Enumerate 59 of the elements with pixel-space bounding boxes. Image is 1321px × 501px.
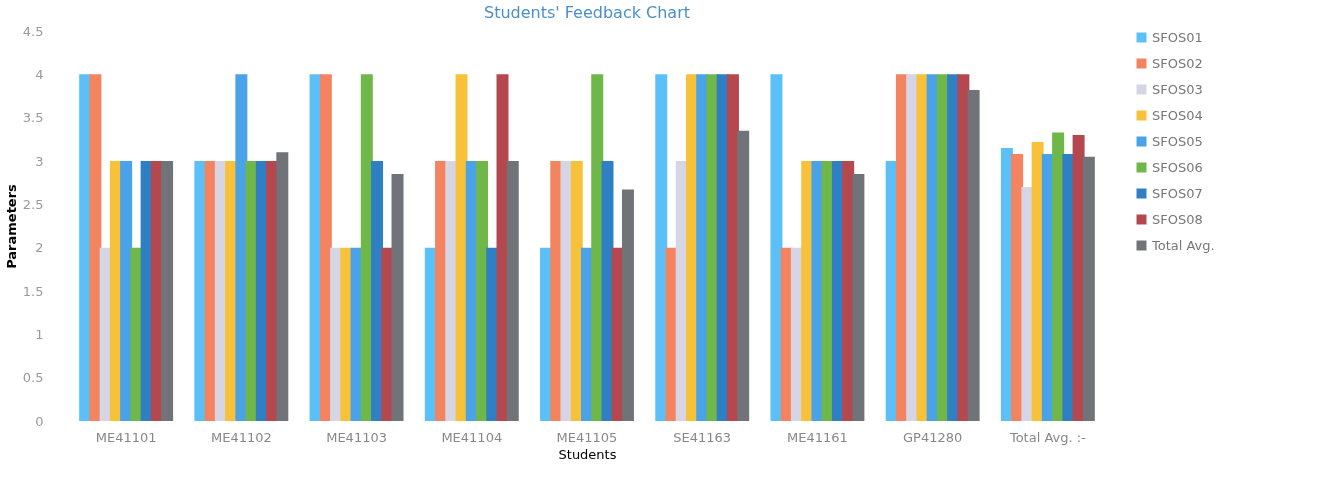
legend-label: SFOS01 [1152, 29, 1203, 45]
x-tick-label: Total Avg. :- [1008, 429, 1087, 445]
bar [1082, 156, 1095, 421]
y-tick-label: 3 [35, 153, 44, 169]
x-tick-label: ME41104 [441, 429, 503, 445]
bar [967, 89, 980, 421]
bar [391, 174, 404, 421]
x-tick-label: ME41105 [556, 429, 618, 445]
x-tick-label: SE41163 [673, 429, 732, 445]
legend-label: SFOS06 [1152, 159, 1203, 175]
bar [706, 74, 719, 421]
bar [621, 189, 634, 421]
bar [194, 161, 207, 421]
y-tick-label: 2.5 [22, 196, 44, 212]
chart-title: Students' Feedback Chart [483, 3, 691, 22]
bar [916, 74, 929, 421]
bar [130, 247, 143, 421]
legend-label: SFOS02 [1152, 55, 1203, 71]
y-tick-label: 1.5 [22, 283, 44, 299]
x-tick-label: GP41280 [903, 429, 963, 445]
y-tick-label: 0 [35, 413, 44, 429]
x-axis-title: Students [558, 446, 617, 462]
bar [319, 74, 332, 421]
legend-label: Total Avg. [1151, 237, 1215, 253]
bar [506, 161, 519, 421]
bar [381, 247, 394, 421]
bar [601, 161, 614, 421]
x-tick-label: ME41161 [787, 429, 848, 445]
y-tick-label: 4.5 [22, 23, 44, 39]
legend-label: SFOS08 [1152, 211, 1203, 227]
bar [852, 174, 865, 421]
bar [340, 247, 353, 421]
bar [486, 247, 499, 421]
bar [445, 161, 458, 421]
bar [235, 74, 248, 421]
bar [161, 161, 174, 421]
legend-label: SFOS04 [1152, 107, 1203, 123]
bar [770, 74, 783, 421]
bar [737, 130, 750, 421]
bar [811, 161, 824, 421]
x-tick-label: ME41103 [326, 429, 387, 445]
x-tick-label: ME41101 [95, 429, 157, 445]
y-tick-label: 4 [35, 66, 44, 82]
y-tick-label: 0.5 [22, 370, 44, 386]
bar [550, 161, 563, 421]
bar [655, 74, 668, 421]
bar [665, 247, 678, 421]
legend-label: SFOS05 [1152, 133, 1203, 149]
bar [89, 74, 102, 421]
legend-label: SFOS03 [1152, 81, 1203, 97]
bar [957, 74, 970, 421]
legend-label: SFOS07 [1152, 185, 1203, 201]
x-tick-label: ME41102 [210, 429, 272, 445]
y-axis-title: Parameters [3, 183, 19, 269]
bar [1062, 154, 1075, 421]
bar [276, 152, 289, 421]
y-tick-label: 2 [35, 240, 44, 256]
y-tick-label: 3.5 [22, 110, 44, 126]
y-tick-label: 1 [35, 326, 44, 342]
